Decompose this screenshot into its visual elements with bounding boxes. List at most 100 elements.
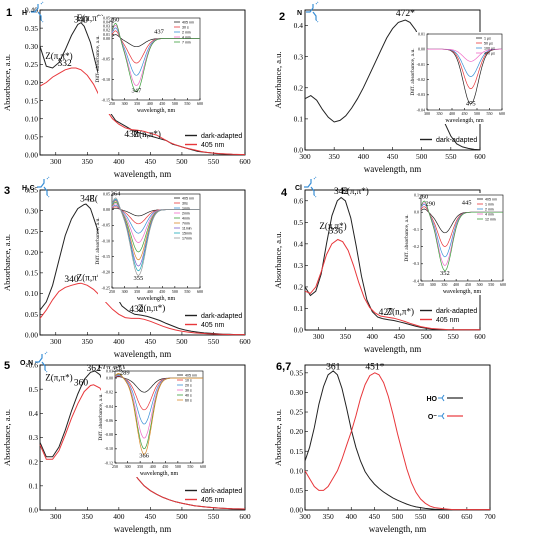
y-tick-label: -0.3 [413,261,419,266]
wavy-bond-icon [44,351,48,373]
inset-series-line [114,373,203,455]
y-tick-label: 0.30 [25,42,38,51]
inset-legend-label: 2 min [485,208,494,212]
x-tick-label: 350 [82,337,94,346]
x-tick-label: 400 [147,101,153,106]
inset-legend-label: 4 min [485,213,494,217]
inset-annotation: 260 [418,193,428,200]
y-tick-label: 0.25 [290,408,303,417]
x-tick-label: 600 [499,111,505,116]
y-tick-label: 0.15 [290,447,303,456]
molecule-icon: H3C [22,176,50,198]
peak-annotation: Z(π,π*) [45,373,72,383]
peak-annotation: 472* [396,9,415,19]
y-tick-label: 0.02 [103,28,110,33]
legend-bond-icon [438,394,445,402]
inset-y-axis-label: Diff. absorbance, a.u. [97,393,104,441]
inset-annotation: 475 [466,100,476,107]
y-tick-label: -0.08 [105,432,113,437]
y-tick-label: 0.6 [29,361,39,370]
x-tick-label: 550 [208,512,220,521]
inset-annotation: 264 [111,191,122,198]
y-tick-label: 0.2 [294,83,304,92]
legend-label: 405 nm [201,497,225,504]
y-tick-label: 0.00 [290,506,303,515]
y-tick-label: 0.1 [414,192,419,197]
y-tick-label: 0.00 [106,375,113,380]
chart-panel-5: 300 350 400 450 500 550 600 0.0 0.1 0.2 0.3 0.4 0.5 0… [2,351,251,534]
x-axis-label: wavelength, nm [114,349,172,359]
molecule-label: Cl [295,185,302,192]
x-tick-label: 300 [430,282,436,287]
x-tick-label: 300 [299,512,311,521]
inset-legend-label: 30 s [185,389,192,393]
inset-background [101,369,207,477]
y-tick-label: 0.00 [25,331,38,340]
x-tick-label: 550 [415,512,427,521]
x-tick-label: 500 [421,332,433,341]
inset-legend-label: 30 s [182,26,189,30]
peak-annotation: 342 [334,187,349,197]
series-line [39,67,246,156]
x-tick-label: 550 [187,464,193,469]
y-tick-label: 0.20 [290,427,303,436]
y-tick-label: 0.00 [103,36,110,41]
y-tick-label: -0.10 [102,238,110,243]
x-tick-label: 400 [449,111,455,116]
y-tick-label: -0.15 [102,254,110,259]
plot-frame [420,194,504,282]
inset-legend-label: 400 μs [484,52,495,56]
x-tick-label: 350 [329,152,341,161]
x-tick-label: 500 [392,512,404,521]
x-tick-label: 250 [109,289,115,294]
y-tick-label: 0.0 [414,210,419,215]
peak-annotation: Z(n,π*) [387,306,414,316]
x-tick-label: 550 [184,101,190,106]
y-tick-label: -0.01 [417,62,425,67]
legend-label: 405 nm [436,317,460,324]
x-tick-label: 350 [137,464,143,469]
wavy-bond-icon [315,1,319,23]
x-tick-label: 550 [487,111,493,116]
bond-icon [37,179,48,195]
y-tick-label: 0.4 [294,239,304,248]
y-tick-label: 0.05 [103,191,110,196]
x-tick-label: 300 [299,152,311,161]
x-tick-label: 600 [197,289,203,294]
molecule-label: N [297,10,302,17]
x-tick-label: 450 [159,289,165,294]
inset-x-axis-label: wavelength, nm [443,289,482,295]
x-tick-label: 300 [125,464,131,469]
series-line [304,372,490,511]
legend-label: 405 nm [201,142,225,149]
y-tick-label: 0.15 [25,268,38,277]
peak-annotation: 427 [379,308,394,318]
x-tick-label: 350 [441,282,447,287]
x-tick-label: 400 [150,464,156,469]
peak-annotation: 360 [74,379,89,389]
y-axis-label: Absorbance, a.u. [2,54,12,111]
y-axis-label: Absorbance, a.u. [273,51,283,108]
legend-label: HO [427,396,438,403]
inset-x-axis-label: wavelength, nm [140,471,179,477]
inset-y-axis-label: Diff. absorbance, a.u. [94,35,101,83]
x-tick-label: 300 [50,337,62,346]
y-tick-label: 0.3 [294,52,304,61]
legend-label: dark-adapted [201,488,242,495]
x-tick-label: 450 [369,512,381,521]
peak-annotation: 430 [124,130,139,140]
x-tick-label: 450 [462,111,468,116]
y-tick-label: 0.0 [294,326,304,335]
legend-label: O⁻ [428,414,437,421]
x-axis-label: wavelength, nm [369,524,427,534]
x-tick-label: 350 [82,157,94,166]
molecule-icon: O2N [20,351,48,373]
panel-label: 3 [4,185,10,197]
y-tick-label: -0.02 [105,390,113,395]
legend-label: dark-adapted [436,137,477,144]
x-tick-label: 600 [500,282,506,287]
x-tick-label: 350 [134,101,140,106]
peak-annotation: E(π,π*) [341,186,368,196]
x-tick-label: 650 [461,512,473,521]
x-tick-label: 300 [50,512,62,521]
